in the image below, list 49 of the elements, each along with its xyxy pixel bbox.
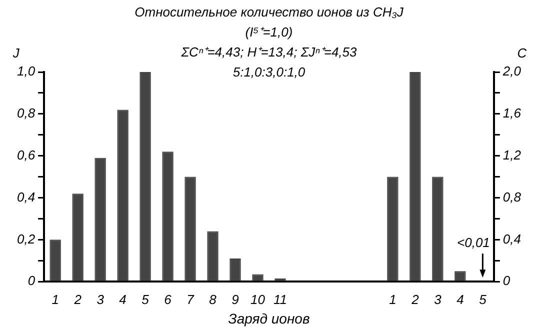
x-tick-label: 3 (96, 292, 105, 308)
y-axis-title: J (12, 46, 20, 61)
y2-tick-label: 0,4 (502, 231, 522, 246)
y2-axis-title: C (517, 46, 528, 61)
x-tick-label: 9 (232, 292, 239, 308)
x-tick-label: 10 (250, 292, 266, 308)
bar (410, 72, 421, 281)
x-tick-label: 2 (410, 292, 420, 308)
x-tick-label: 1 (389, 292, 396, 308)
x-tick-label: 7 (186, 292, 195, 308)
chart-subtitle: (I⁵⁺=1,0) (245, 24, 293, 40)
bar (117, 110, 128, 281)
x-tick-label: 5 (142, 292, 150, 308)
bar (252, 274, 264, 281)
x-axis-title: Заряд ионов (228, 310, 310, 326)
bar (162, 152, 174, 281)
bar (230, 258, 241, 281)
y2-tick-label: 1,2 (502, 147, 522, 162)
x-tick-label: 3 (434, 292, 442, 308)
bar (184, 176, 196, 281)
y-tick-label: 0 (28, 273, 36, 288)
bar (432, 176, 444, 281)
y-tick-label: 0,4 (16, 189, 36, 204)
bar (207, 231, 218, 281)
y2-tick-label: 0,8 (502, 189, 522, 204)
y2-tick-label: 0 (502, 273, 511, 288)
y-tick-label: 1,0 (16, 64, 36, 79)
x-tick-label: 11 (273, 292, 287, 308)
y-tick-label: 0,6 (16, 147, 36, 162)
y-tick-label: 0,8 (16, 106, 36, 121)
y-tick-label: 0,2 (16, 231, 36, 246)
x-tick-label: 2 (73, 292, 82, 308)
annotation: 5:1,0:3,0:1,0 (232, 64, 306, 80)
x-tick-label: 6 (164, 292, 172, 308)
bar (94, 158, 106, 281)
chart-title: Относительное количество ионов из CH₃J (134, 4, 404, 20)
bar (140, 72, 151, 281)
x-tick-label: 1 (52, 292, 59, 308)
y2-tick-label: 2,0 (502, 64, 522, 79)
x-tick-label: 4 (456, 292, 464, 308)
y2-tick-label: 1,6 (502, 106, 522, 121)
bar (72, 194, 84, 281)
text: ΣCⁿ⁺=4,43; H⁺=13,4; ΣJⁿ⁺=4,53 (180, 44, 358, 60)
annotation: <0,01 (457, 235, 490, 250)
x-tick-label: 5 (479, 292, 488, 308)
bar (50, 240, 61, 281)
x-tick-label: 8 (209, 292, 218, 308)
x-tick-label: 4 (119, 292, 126, 308)
bar (387, 176, 398, 281)
